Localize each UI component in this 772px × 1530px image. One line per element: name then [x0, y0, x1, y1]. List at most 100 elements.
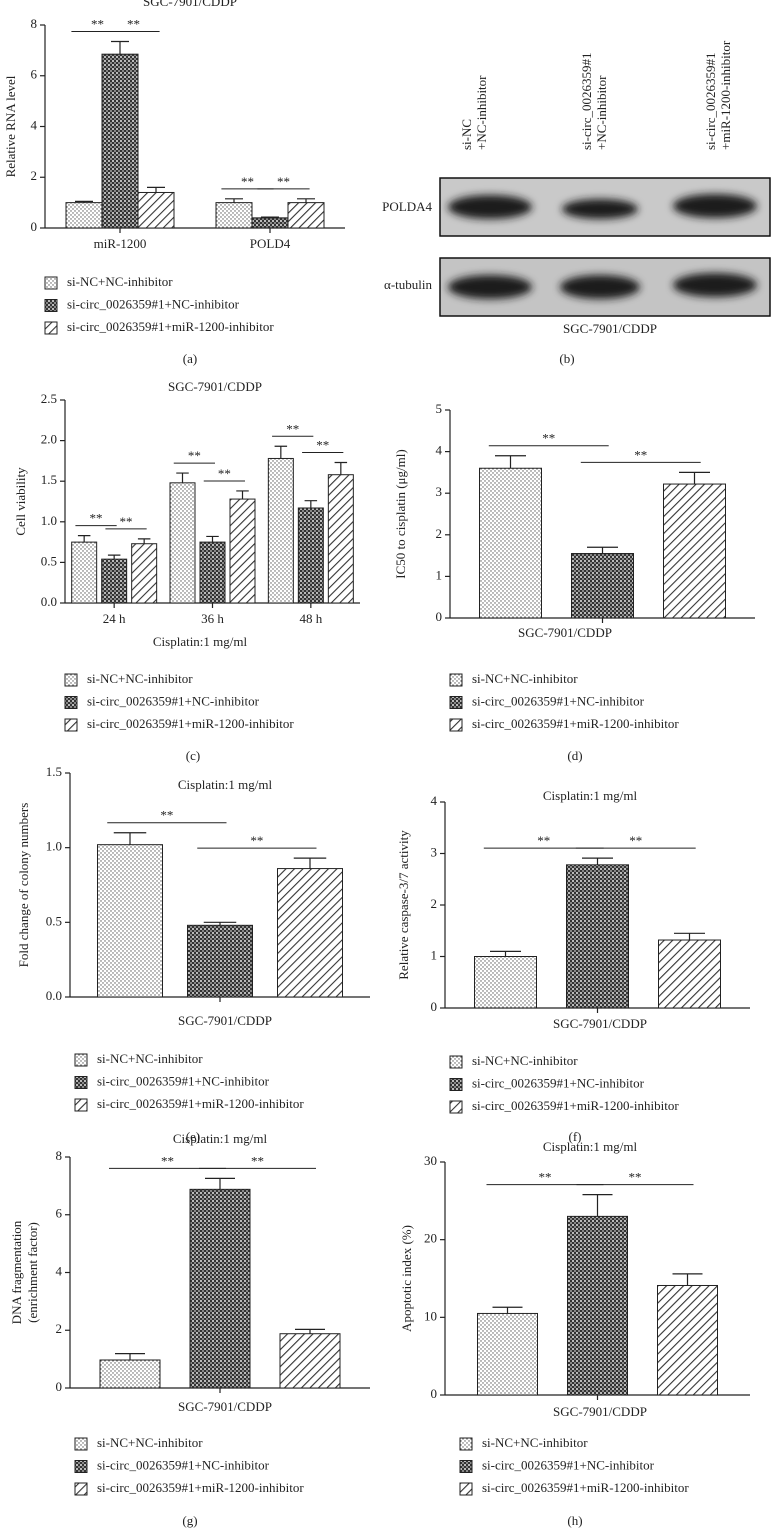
y-tick-label: 0: [436, 609, 443, 624]
significance-label: **: [188, 448, 201, 463]
y-axis-label: DNA fragmentation: [9, 1220, 24, 1324]
y-tick-label: 0.5: [46, 913, 62, 928]
legend-swatch: [449, 673, 463, 687]
bar: [189, 1188, 251, 1389]
chart-title: Cisplatin:1 mg/ml: [173, 1131, 268, 1146]
x-axis-label: SGC-7901/CDDP: [518, 625, 612, 640]
row-label: α-tubulin: [384, 277, 432, 292]
error-bar: [674, 932, 705, 941]
significance-label: **: [250, 833, 263, 848]
error-bar: [495, 455, 526, 469]
x-axis-label: SGC-7901/CDDP: [178, 1399, 272, 1414]
y-tick-label: 4: [436, 443, 443, 458]
y-tick-label: 8: [31, 16, 38, 31]
bar: [297, 507, 324, 604]
y-axis-label: Apoptotic index (%): [399, 1225, 414, 1332]
significance-label: **: [629, 1170, 642, 1185]
lane-label: si-circ_0026359#1: [703, 53, 718, 150]
x-tick-label: 48 h: [299, 611, 322, 626]
error-bar: [225, 198, 243, 203]
significance-label: **: [537, 833, 550, 848]
x-axis-label: SGC-7901/CDDP: [178, 1013, 272, 1028]
legend-label: si-NC+NC-inhibitor: [97, 1435, 203, 1450]
y-axis-label: Relative RNA level: [3, 75, 18, 177]
significance-label: **: [251, 1153, 264, 1168]
error-bar: [492, 1306, 523, 1314]
y-tick-label: 2: [436, 526, 443, 541]
legend-swatch: [449, 718, 463, 732]
row-label: POLDA4: [382, 199, 432, 214]
legend-swatch: [74, 1053, 88, 1067]
significance-label: **: [286, 421, 299, 436]
error-bar: [236, 490, 249, 500]
legend-label: si-NC+NC-inhibitor: [87, 671, 193, 686]
legend-label: si-circ_0026359#1+miR-1200-inhibitor: [472, 716, 679, 731]
significance-label: **: [91, 16, 104, 31]
error-bar: [107, 554, 121, 560]
error-bar: [274, 445, 288, 459]
panel-label: (d): [567, 748, 582, 763]
chart-title: Cisplatin:1 mg/ml: [543, 1139, 638, 1154]
y-axis-label: Relative caspase-3/7 activity: [396, 830, 411, 980]
y-tick-label: 3: [431, 844, 438, 859]
legend-swatch: [459, 1437, 473, 1451]
bar: [663, 483, 726, 619]
y-axis-label: (enrichment factor): [25, 1222, 40, 1323]
legend-swatch: [449, 1055, 463, 1069]
legend-swatch: [44, 276, 58, 290]
chart-title: Cisplatin:1 mg/ml: [543, 788, 638, 803]
chart-title: SGC-7901/CDDP: [143, 0, 237, 9]
significance-label: **: [218, 466, 231, 481]
error-bar: [203, 921, 237, 926]
lane-label: si-NC: [459, 119, 474, 150]
legend-swatch: [74, 1482, 88, 1496]
legend-label: si-circ_0026359#1+miR-1200-inhibitor: [482, 1480, 689, 1495]
bar: [229, 498, 256, 604]
significance-label: **: [316, 438, 329, 453]
bar: [97, 844, 163, 998]
legend-swatch: [449, 1100, 463, 1114]
bar: [251, 217, 289, 229]
x-tick-label: POLD4: [250, 236, 291, 251]
x-tick-label: 36 h: [201, 611, 224, 626]
legend-swatch: [74, 1437, 88, 1451]
legend-label: si-NC+NC-inhibitor: [472, 671, 578, 686]
panel-label: (c): [186, 748, 200, 763]
panel-label: (b): [559, 351, 574, 366]
bar: [71, 541, 98, 604]
bar: [477, 1312, 538, 1396]
legend-label: si-circ_0026359#1+NC-inhibitor: [472, 1075, 645, 1090]
legend-swatch: [449, 1078, 463, 1091]
y-tick-label: 1.5: [46, 764, 62, 779]
error-bar: [206, 535, 219, 543]
y-axis-label: IC50 to cisplatin (μg/ml): [393, 449, 408, 578]
y-tick-label: 1: [436, 567, 443, 582]
lane-label: +NC-inhibitor: [594, 75, 609, 150]
error-bar: [293, 857, 327, 869]
y-tick-label: 6: [31, 67, 38, 82]
chart-title: Cisplatin:1 mg/ml: [178, 777, 273, 792]
lane-label: +NC-inhibitor: [474, 75, 489, 150]
error-bar: [77, 535, 91, 543]
bar: [327, 474, 354, 604]
error-bar: [334, 461, 348, 475]
significance-label: **: [127, 16, 140, 31]
bar: [131, 543, 158, 604]
bar: [215, 202, 253, 229]
error-bar: [304, 500, 318, 508]
legend-swatch: [74, 1460, 88, 1473]
bar: [474, 956, 537, 1009]
error-bar: [75, 200, 93, 203]
bar: [658, 939, 721, 1009]
panel-label: (h): [567, 1513, 582, 1528]
legend-label: si-circ_0026359#1+NC-inhibitor: [482, 1457, 655, 1472]
error-bar: [111, 40, 129, 55]
legend-swatch: [74, 1076, 88, 1089]
x-tick-label: miR-1200: [94, 236, 147, 251]
legend-label: si-NC+NC-inhibitor: [472, 1053, 578, 1068]
lane-label: +miR-1200-inhibitor: [718, 40, 733, 150]
y-tick-label: 30: [424, 1153, 437, 1168]
y-tick-label: 1.5: [41, 472, 57, 487]
bar: [566, 864, 629, 1009]
band: [448, 195, 532, 219]
